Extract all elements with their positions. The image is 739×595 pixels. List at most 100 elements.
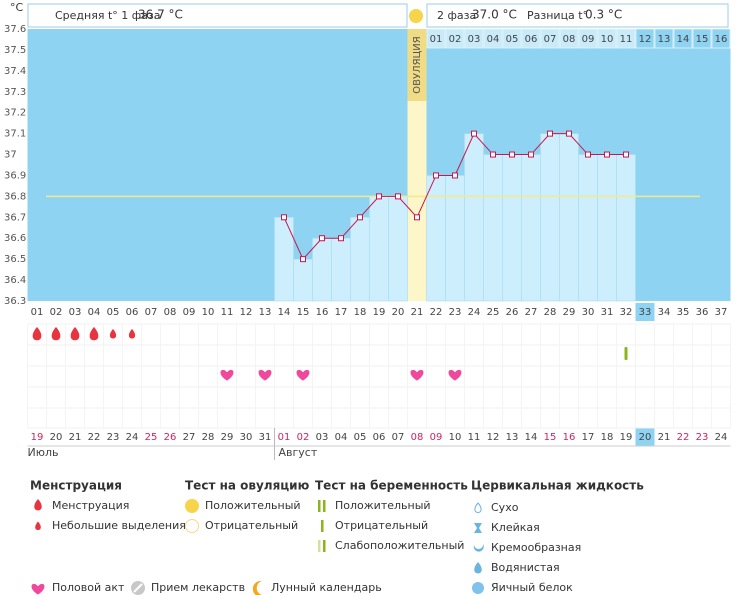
x-tick-label: 34	[658, 307, 671, 318]
phase2-label: 2 фаза	[437, 9, 476, 22]
x-tick-label: 16	[316, 307, 329, 318]
temperature-bar	[578, 154, 598, 302]
luteal-day-label: 15	[696, 34, 709, 45]
diff-value: 0.3 °C	[585, 8, 622, 22]
legend-icon	[185, 499, 199, 513]
luteal-day-label: 02	[449, 34, 462, 45]
x-tick-label: 35	[677, 307, 690, 318]
x-tick-label: 05	[107, 307, 120, 318]
legend-item: Половой акт	[52, 581, 125, 594]
legend-item: Положительный	[335, 499, 431, 512]
legend-item: Прием лекарств	[151, 581, 245, 594]
luteal-day-label: 12	[639, 34, 652, 45]
luteal-day-label: 11	[620, 34, 633, 45]
date-label: 15	[544, 432, 557, 443]
luteal-cell	[445, 28, 465, 49]
legend-title: Тест на беременность	[315, 479, 468, 493]
temperature-bar	[312, 237, 332, 302]
heart-icon	[448, 369, 462, 381]
date-label: 20	[50, 432, 63, 443]
y-tick-label: 36.3	[4, 296, 26, 307]
legend-icon	[474, 562, 482, 574]
temperature-bar	[350, 217, 370, 302]
legend-item: Водянистая	[491, 561, 560, 574]
date-label: 23	[696, 432, 709, 443]
luteal-cell	[597, 28, 617, 49]
x-tick-label: 36	[696, 307, 709, 318]
legend-item: Яичный белок	[491, 581, 573, 594]
luteal-day-label: 06	[525, 34, 538, 45]
temperature-point	[566, 130, 572, 137]
month-label: Август	[279, 446, 318, 459]
x-tick-label: 26	[506, 307, 519, 318]
luteal-day-label: 13	[658, 34, 671, 45]
y-tick-label: 37.3	[4, 87, 26, 98]
temperature-bar	[369, 196, 389, 302]
luteal-cell	[673, 28, 693, 49]
luteal-day-label: 09	[582, 34, 595, 45]
temperature-point	[300, 256, 306, 263]
legend-item: Отрицательный	[335, 519, 428, 532]
pregnancy-test-icon	[624, 347, 628, 360]
temperature-point	[509, 151, 515, 158]
x-tick-label: 29	[563, 307, 576, 318]
month-label: Июль	[28, 446, 59, 459]
date-label: 07	[392, 432, 405, 443]
date-label: 02	[297, 432, 310, 443]
date-label: 01	[278, 432, 291, 443]
temperature-bar	[521, 154, 541, 302]
spotting-icon	[128, 329, 136, 339]
x-tick-label: 18	[354, 307, 367, 318]
x-tick-label: 13	[259, 307, 272, 318]
date-label: 18	[601, 432, 614, 443]
luteal-cell	[635, 28, 655, 49]
luteal-cell	[711, 28, 731, 49]
x-tick-label: 07	[145, 307, 158, 318]
date-label: 30	[240, 432, 253, 443]
today-highlight	[635, 303, 655, 321]
date-label: 04	[335, 432, 348, 443]
y-tick-label: 37.6	[4, 24, 26, 35]
date-label: 11	[468, 432, 481, 443]
luteal-cell	[654, 28, 674, 49]
legend-item: Лунный календарь	[271, 581, 382, 594]
x-tick-label: 22	[430, 307, 443, 318]
legend-item: Положительный	[205, 499, 301, 512]
temperature-point	[528, 151, 534, 158]
temperature-point	[452, 172, 458, 179]
luteal-cell	[502, 28, 522, 49]
temperature-point	[490, 151, 496, 158]
luteal-day-label: 14	[677, 34, 690, 45]
y-unit: °C	[10, 1, 24, 14]
temperature-bar	[616, 154, 636, 302]
x-tick-label: 11	[221, 307, 234, 318]
x-tick-label: 01	[31, 307, 44, 318]
x-tick-label: 14	[278, 307, 291, 318]
spotting-icon	[109, 329, 117, 339]
temperature-bar	[274, 217, 294, 302]
date-label: 19	[620, 432, 633, 443]
luteal-cell	[616, 28, 636, 49]
y-tick-label: 36.4	[4, 275, 26, 286]
temperature-point	[585, 151, 591, 158]
legend-title: Цервикальная жидкость	[471, 479, 644, 493]
heart-icon	[258, 369, 272, 381]
x-tick-label: 27	[525, 307, 538, 318]
temperature-bar	[502, 154, 522, 302]
heart-icon	[31, 583, 45, 595]
legend-icon	[318, 540, 321, 552]
menstruation-icon	[32, 327, 42, 341]
date-label: 27	[183, 432, 196, 443]
header-box	[426, 3, 729, 28]
date-label: 16	[563, 432, 576, 443]
x-tick-label: 32	[620, 307, 633, 318]
legend-icon	[34, 499, 42, 511]
x-tick-label: 17	[335, 307, 348, 318]
heart-icon	[410, 369, 424, 381]
legend-icon	[474, 502, 482, 514]
date-label: 06	[373, 432, 386, 443]
x-tick-label: 25	[487, 307, 500, 318]
date-label: 14	[525, 432, 538, 443]
date-label: 21	[658, 432, 671, 443]
